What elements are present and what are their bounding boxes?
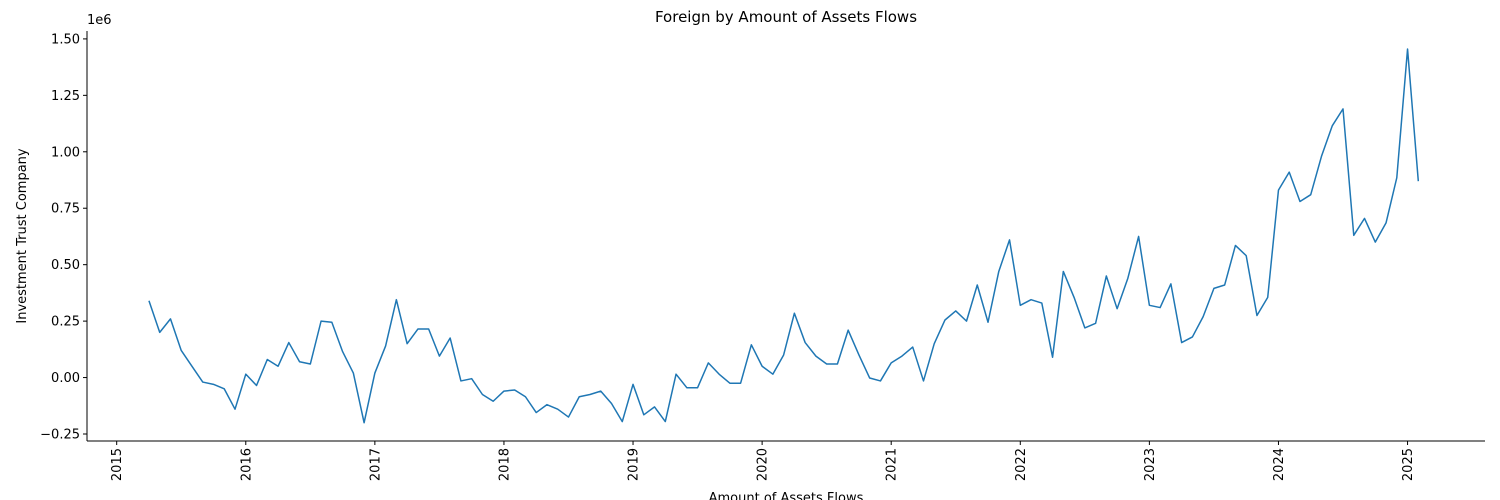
chart-title: Foreign by Amount of Assets Flows — [655, 8, 917, 26]
x-axis-label: Amount of Assets Flows — [709, 491, 864, 500]
y-tick-label: 0.25 — [51, 315, 80, 330]
y-tick-label: 1.25 — [51, 89, 80, 104]
x-tick-label: 2020 — [756, 448, 771, 481]
data-line — [148, 48, 1420, 424]
x-tick-label: 2024 — [1272, 448, 1287, 481]
y-tick-label: 0.50 — [51, 258, 80, 273]
y-tick-label: −0.25 — [40, 428, 80, 443]
y-offset-label: 1e6 — [87, 13, 112, 28]
x-tick-label: 2017 — [368, 448, 383, 481]
y-tick-label: 0.75 — [51, 202, 80, 217]
x-tick-label: 2018 — [497, 448, 512, 481]
x-tick-label: 2015 — [110, 448, 125, 481]
x-tick-label: 2025 — [1401, 448, 1416, 481]
x-tick-label: 2023 — [1143, 448, 1158, 481]
y-tick-label: 0.00 — [51, 371, 80, 386]
x-tick-label: 2022 — [1014, 448, 1029, 481]
y-axis-label: Investment Trust Company — [15, 148, 30, 324]
y-tick-label: 1.00 — [51, 145, 80, 160]
x-tick-label: 2019 — [627, 448, 642, 481]
x-tick-label: 2016 — [239, 448, 254, 481]
x-tick-label: 2021 — [885, 448, 900, 481]
y-tick-label: 1.50 — [51, 32, 80, 47]
